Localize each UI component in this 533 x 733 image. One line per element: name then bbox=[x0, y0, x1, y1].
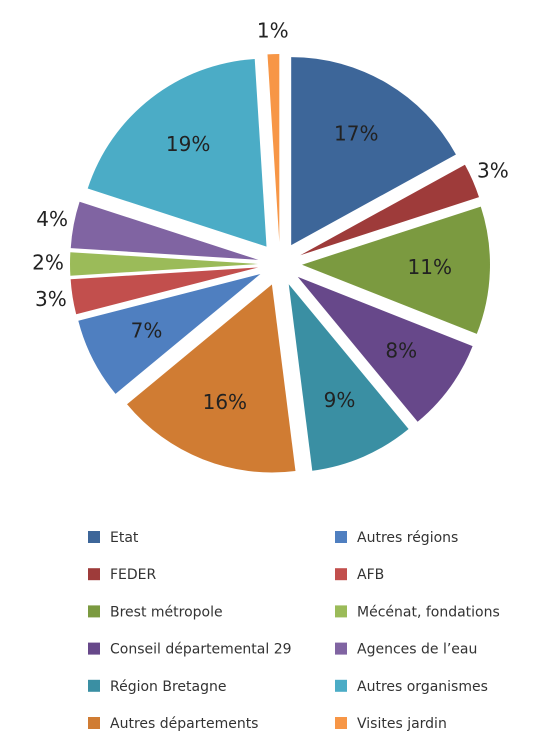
legend-swatch bbox=[335, 568, 347, 581]
legend-swatch bbox=[88, 717, 100, 729]
legend-label: Autres organismes bbox=[357, 679, 488, 695]
legend-swatch bbox=[335, 717, 347, 729]
pie-slice bbox=[291, 57, 456, 246]
legend-swatch bbox=[88, 642, 100, 655]
legend-label: AFB bbox=[357, 567, 384, 583]
legend-swatch bbox=[88, 531, 100, 543]
slice-label: 4% bbox=[36, 207, 68, 231]
legend-label: Mécénat, fondations bbox=[357, 604, 500, 620]
slice-label: 8% bbox=[385, 339, 417, 363]
legend-swatch bbox=[88, 605, 100, 618]
legend-label: Agences de l’eau bbox=[357, 642, 477, 658]
pie-slice bbox=[301, 206, 490, 334]
legend-label: Conseil départemental 29 bbox=[110, 642, 292, 658]
slice-label: 19% bbox=[166, 132, 210, 156]
legend-swatch bbox=[335, 531, 347, 543]
slice-label: 1% bbox=[257, 19, 289, 43]
slice-label: 3% bbox=[477, 158, 509, 182]
pie-slice bbox=[297, 276, 473, 422]
slice-label: 11% bbox=[408, 255, 452, 279]
pie-slice bbox=[267, 54, 280, 243]
legend-swatch bbox=[88, 568, 100, 581]
slice-label: 2% bbox=[32, 251, 64, 275]
slice-label: 3% bbox=[35, 287, 67, 311]
legend-swatch bbox=[335, 642, 347, 655]
legend-label: Autres régions bbox=[357, 530, 458, 546]
legend-label: Région Bretagne bbox=[110, 679, 226, 695]
pie-slice bbox=[70, 267, 259, 315]
pie-slice bbox=[87, 58, 267, 247]
legend-swatch bbox=[88, 679, 100, 692]
slice-label: 17% bbox=[334, 122, 378, 146]
pie-slice bbox=[288, 284, 409, 471]
pie-slice bbox=[300, 164, 479, 256]
slice-label: 7% bbox=[131, 319, 163, 343]
slice-label: 16% bbox=[203, 390, 247, 414]
legend-swatch bbox=[335, 679, 347, 692]
slice-label: 9% bbox=[324, 388, 356, 412]
pie-slice bbox=[78, 273, 261, 394]
legend-label: Etat bbox=[110, 530, 139, 546]
legend-label: Autres départements bbox=[110, 716, 258, 732]
legend-label: Visites jardin bbox=[357, 716, 447, 732]
legend-label: FEDER bbox=[110, 567, 157, 583]
pie-slice bbox=[70, 252, 258, 276]
pie-slice bbox=[70, 201, 259, 260]
legend-swatch bbox=[335, 605, 347, 618]
legend-label: Brest métropole bbox=[110, 604, 223, 620]
pie-slice bbox=[127, 284, 296, 473]
